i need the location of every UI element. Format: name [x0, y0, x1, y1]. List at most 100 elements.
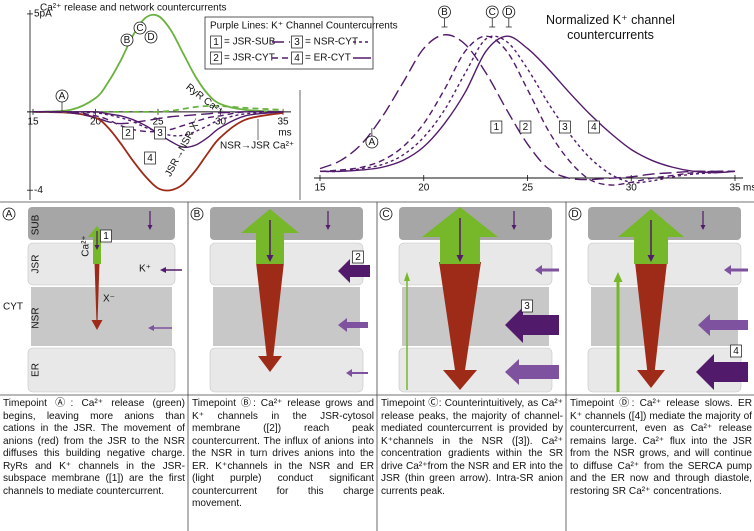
k-arrow — [338, 259, 370, 283]
key-box — [210, 51, 222, 65]
compartment-label: NSR — [31, 307, 42, 328]
key-label: 4 — [591, 122, 597, 133]
key-box — [519, 120, 532, 134]
legend-box — [204, 16, 374, 70]
key-box — [730, 344, 742, 358]
annotation-circle — [133, 21, 147, 35]
nsr — [591, 287, 738, 346]
x-unit: ms — [743, 183, 754, 194]
k-arrow — [338, 318, 368, 332]
caption: Timepoint Ⓓ: Ca²⁺ release slows. ER K⁺ c… — [570, 398, 752, 497]
caption: Timepoint Ⓐ: Ca²⁺ release (green) begins… — [3, 398, 185, 497]
k-arrow — [647, 220, 655, 262]
key-label: 3 — [294, 37, 300, 48]
ion-label: K⁺ — [139, 264, 151, 275]
annotation: D — [505, 7, 512, 18]
k-arrow — [696, 354, 748, 390]
key-label: 2 — [523, 122, 529, 133]
x-tick-label: 20 — [418, 183, 430, 194]
key-label: 4 — [733, 346, 739, 357]
key-label: 4 — [147, 153, 153, 164]
annotation: C — [382, 209, 389, 220]
k-arrow — [147, 211, 153, 230]
jsr — [27, 242, 176, 286]
x-tick-label: 35 — [729, 183, 741, 194]
annotation: B — [124, 35, 131, 46]
x-tick-label: 25 — [152, 116, 164, 127]
key-box — [352, 250, 364, 264]
series-label: NSR→JSR Ca²⁺ — [220, 141, 294, 152]
annotation-circle — [190, 207, 204, 221]
caption: Timepoint Ⓒ: Counterintuitively, as Ca²⁺… — [381, 398, 563, 497]
x-unit: ms — [278, 127, 291, 138]
k-arrow — [724, 265, 748, 275]
k-arrow — [266, 220, 274, 262]
key-label: 3 — [157, 128, 163, 139]
y-tick-label: 5pA — [34, 9, 52, 20]
annotation-circle — [568, 207, 582, 221]
ion-label: Ca²⁺ — [81, 235, 92, 256]
annotation-circle — [438, 5, 451, 19]
series-line — [32, 111, 284, 125]
x-tick-label: 15 — [314, 183, 326, 194]
k-arrow — [148, 325, 172, 331]
k-arrow — [700, 211, 706, 230]
key-box — [291, 35, 303, 49]
legend-label: = JSR-CYT — [224, 53, 275, 64]
k-arrow — [505, 359, 559, 385]
annotation-circle — [365, 135, 379, 149]
x-tick-label: 15 — [27, 116, 39, 127]
annotation: C — [136, 23, 143, 34]
annotation-circle — [55, 89, 69, 103]
er — [27, 347, 176, 393]
sub-space — [28, 207, 175, 240]
annotation: A — [6, 209, 13, 220]
compartment-label: SUB — [31, 214, 42, 235]
annotation-circle — [2, 207, 16, 221]
key-box — [154, 126, 166, 140]
key-label: 3 — [562, 122, 568, 133]
annotation-circle — [144, 30, 158, 44]
annotation: A — [369, 137, 376, 148]
annotation: C — [489, 7, 496, 18]
key-label: 1 — [103, 231, 109, 242]
er — [209, 347, 364, 393]
x-tick-label: 20 — [90, 116, 102, 127]
k-arrow — [535, 265, 559, 275]
anion-arrow — [439, 262, 481, 390]
key-label: 4 — [294, 53, 300, 64]
legend-label: = JSR-SUB — [224, 37, 276, 48]
key-box — [122, 126, 134, 140]
k-arrow — [511, 211, 517, 230]
annotation: D — [571, 209, 578, 220]
key-box — [521, 299, 533, 313]
annotation: A — [59, 91, 66, 102]
chart-title: Ca²⁺ release and network countercurrents — [40, 3, 226, 14]
legend-label: = NSR-CYT — [305, 37, 358, 48]
k-arrow — [346, 369, 368, 377]
annotation-circle — [120, 33, 134, 47]
key-label: 1 — [494, 122, 500, 133]
k-arrow — [505, 307, 559, 343]
annotation: D — [147, 32, 154, 43]
series-line — [319, 35, 736, 184]
x-tick-label: 25 — [522, 183, 534, 194]
key-label: 2 — [213, 53, 219, 64]
k-arrow — [698, 314, 748, 336]
key-box — [210, 35, 222, 49]
key-box — [100, 229, 112, 243]
x-tick-label: 35 — [277, 116, 289, 127]
anion-arrow — [256, 262, 284, 372]
legend-title: Purple Lines: K⁺ Channel Countercurrents — [210, 21, 398, 32]
series-line — [319, 35, 736, 174]
key-box — [291, 51, 303, 65]
chart-title: Normalized K⁺ channel countercurrents — [546, 13, 675, 42]
series-line — [33, 104, 284, 113]
jsr — [209, 242, 364, 286]
k-arrow — [94, 231, 100, 250]
series-line — [319, 34, 735, 181]
key-box — [588, 120, 600, 134]
annotation-circle — [502, 5, 516, 19]
